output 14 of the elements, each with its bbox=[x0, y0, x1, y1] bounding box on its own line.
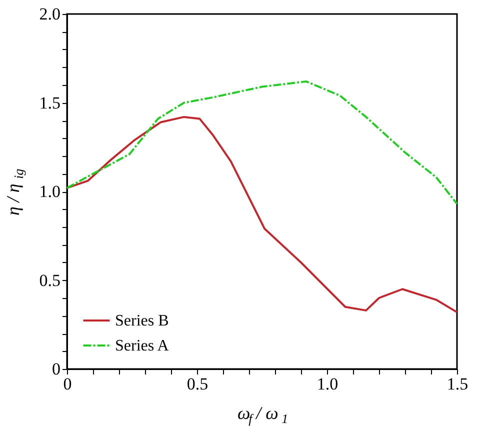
y-tick-label: 2.0 bbox=[39, 4, 60, 24]
y-axis-title: η / ηig bbox=[3, 168, 26, 216]
legend-label: Series A bbox=[115, 338, 170, 354]
x-tick-label: 1.5 bbox=[446, 374, 468, 394]
line-series bbox=[66, 116, 458, 314]
y-tick-label: 1.5 bbox=[39, 93, 60, 112]
y-tick-label: 1.0 bbox=[39, 182, 60, 201]
y-tick-label: 0 bbox=[52, 360, 60, 378]
x-tick-label: 1.0 bbox=[316, 374, 338, 394]
y-tick-label: 0.5 bbox=[39, 270, 60, 290]
x-tick-label: 0 bbox=[63, 374, 72, 394]
line-series bbox=[66, 80, 458, 205]
x-tick-label: 0.5 bbox=[186, 374, 208, 394]
legend-label: Series B bbox=[115, 312, 169, 330]
